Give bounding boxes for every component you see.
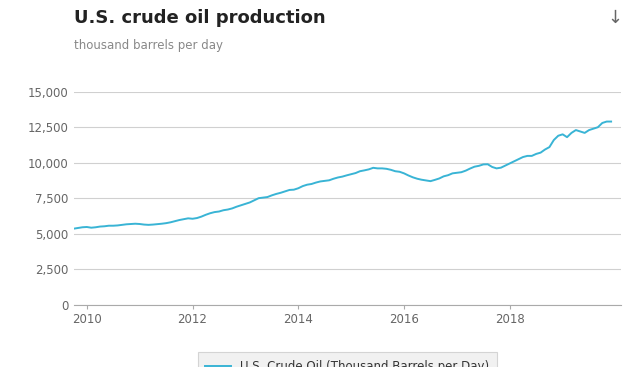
U.S. Crude Oil (Thousand Barrels per Day) xyxy=(39,232,47,236)
Text: ↓: ↓ xyxy=(607,9,622,27)
U.S. Crude Oil (Thousand Barrels per Day) xyxy=(105,224,113,228)
U.S. Crude Oil (Thousand Barrels per Day) xyxy=(607,119,615,124)
Text: thousand barrels per day: thousand barrels per day xyxy=(74,39,223,51)
U.S. Crude Oil (Thousand Barrels per Day) xyxy=(502,163,509,168)
Line: U.S. Crude Oil (Thousand Barrels per Day): U.S. Crude Oil (Thousand Barrels per Day… xyxy=(34,121,611,234)
U.S. Crude Oil (Thousand Barrels per Day) xyxy=(497,166,505,170)
U.S. Crude Oil (Thousand Barrels per Day) xyxy=(83,225,91,229)
U.S. Crude Oil (Thousand Barrels per Day) xyxy=(30,230,38,235)
U.S. Crude Oil (Thousand Barrels per Day) xyxy=(603,119,611,124)
Text: U.S. crude oil production: U.S. crude oil production xyxy=(74,9,325,27)
U.S. Crude Oil (Thousand Barrels per Day) xyxy=(211,210,218,214)
Legend: U.S. Crude Oil (Thousand Barrels per Day): U.S. Crude Oil (Thousand Barrels per Day… xyxy=(198,352,497,367)
U.S. Crude Oil (Thousand Barrels per Day) xyxy=(228,206,236,211)
